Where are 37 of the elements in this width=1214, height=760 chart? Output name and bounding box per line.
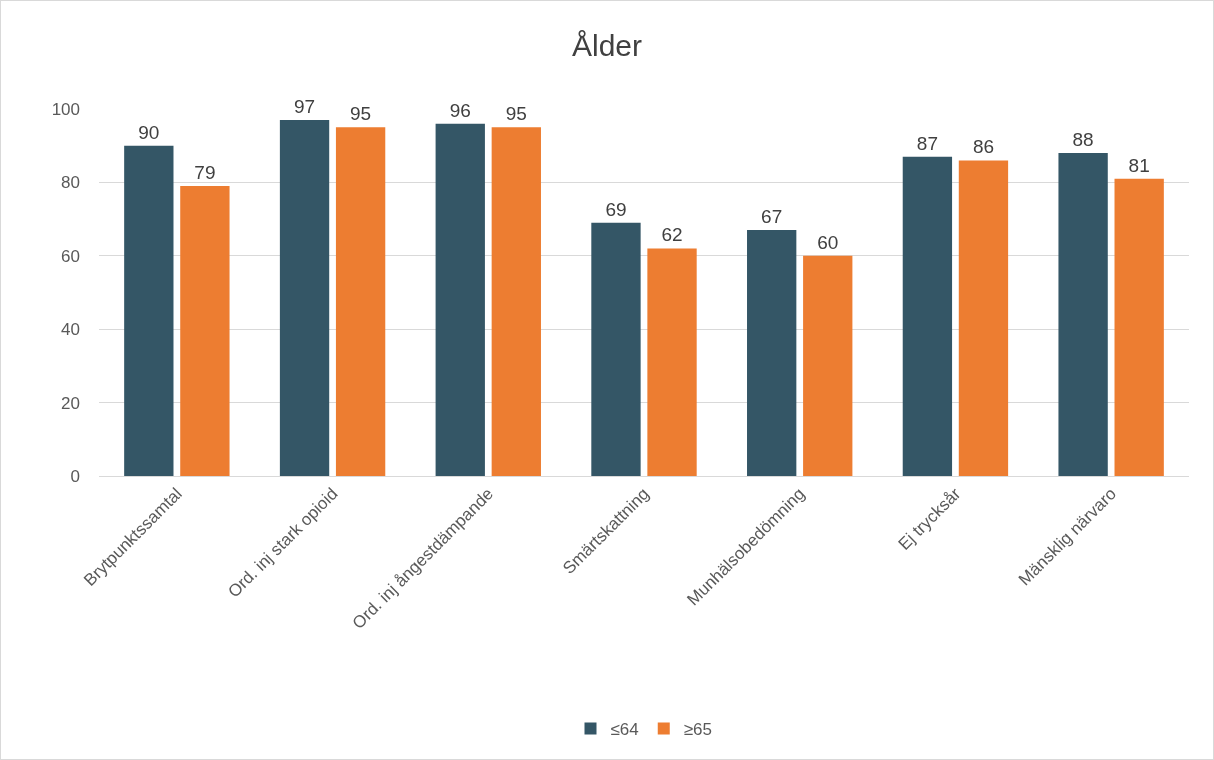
bar xyxy=(958,160,1009,476)
data-label: 90 xyxy=(138,121,160,143)
y-tick-label: 20 xyxy=(61,393,80,413)
data-label: 95 xyxy=(350,103,372,125)
bar xyxy=(124,145,174,476)
bar xyxy=(279,120,330,476)
y-tick-label: 40 xyxy=(61,320,80,340)
bar xyxy=(591,222,641,476)
data-label: 60 xyxy=(817,231,839,253)
bar xyxy=(1114,178,1164,476)
bar xyxy=(647,248,697,476)
data-label: 88 xyxy=(1072,129,1094,151)
y-tick-label: 60 xyxy=(61,246,80,266)
bar xyxy=(803,255,853,476)
data-label: 79 xyxy=(194,162,216,184)
bar xyxy=(335,127,386,476)
data-label: 87 xyxy=(916,132,938,154)
bar xyxy=(180,186,230,476)
legend-label: ≥65 xyxy=(683,720,712,740)
bar xyxy=(902,156,953,476)
data-label: 69 xyxy=(605,198,627,220)
data-label: 95 xyxy=(505,103,527,125)
data-label: 96 xyxy=(449,99,471,121)
data-label: 81 xyxy=(1128,154,1150,176)
y-tick-label: 0 xyxy=(70,466,80,486)
data-label: 67 xyxy=(761,206,783,228)
y-tick-label: 100 xyxy=(51,99,80,119)
chart-title: Ålder xyxy=(571,29,643,63)
bar xyxy=(747,230,797,476)
y-tick-label: 80 xyxy=(61,173,80,193)
data-label: 97 xyxy=(293,96,316,118)
data-label: 62 xyxy=(661,224,683,246)
bar xyxy=(1058,153,1108,476)
legend-label: ≤64 xyxy=(610,720,639,740)
data-label: 86 xyxy=(972,136,995,158)
bar xyxy=(435,123,485,476)
bar xyxy=(491,127,541,476)
